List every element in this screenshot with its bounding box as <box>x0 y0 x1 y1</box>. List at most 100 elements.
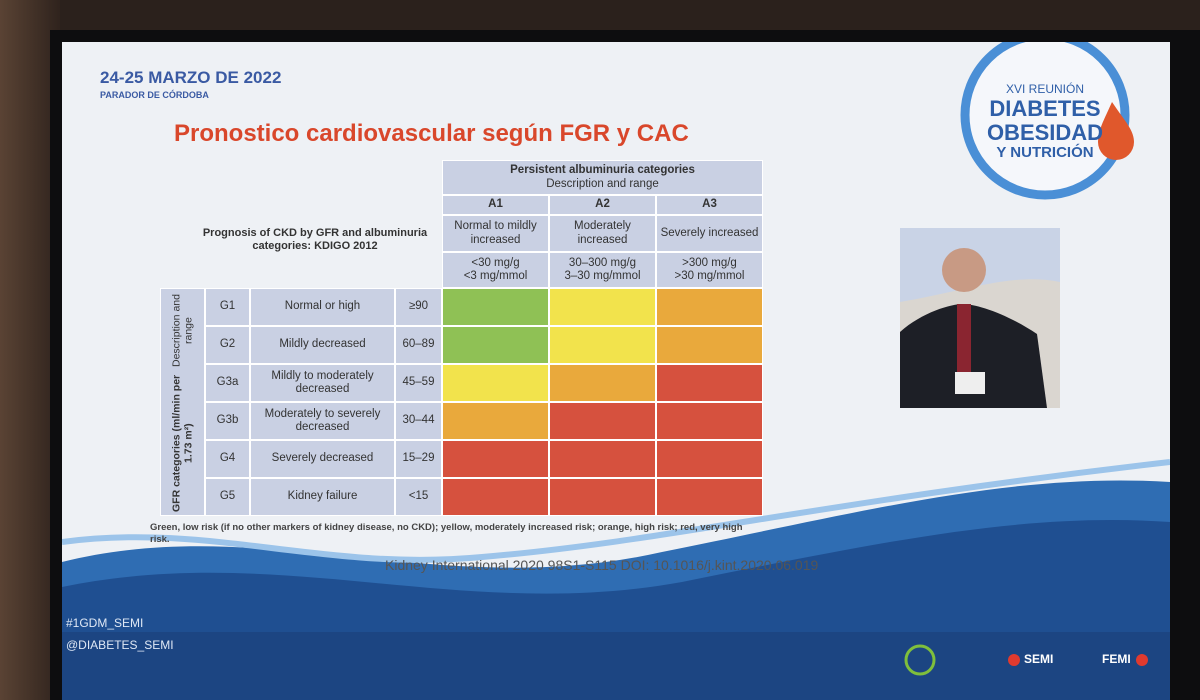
row-range: 30–44 <box>395 402 442 440</box>
risk-cell <box>549 440 656 478</box>
text-line: Mildly to moderately decreased <box>271 369 374 395</box>
text-line: ≥90 <box>408 300 429 313</box>
text-line: Moderately to severely decreased <box>264 407 381 433</box>
logo-line: XVI REUNIÓN <box>1005 82 1084 96</box>
text-line: A1 <box>488 198 503 211</box>
row-description: Mildly decreased <box>250 326 395 364</box>
row-description: Normal or high <box>250 288 395 326</box>
text-line: A3 <box>702 198 717 211</box>
column-range: <30 mg/g <3 mg/mmol <box>442 252 549 288</box>
text-line: Prognosis of CKD by GFR and albuminuria … <box>202 227 428 252</box>
risk-cell <box>656 288 763 326</box>
column-range: 30–300 mg/g 3–30 mg/mmol <box>549 252 656 288</box>
risk-cell <box>656 440 763 478</box>
text-line: <3 mg/mmol <box>463 270 528 282</box>
text-line: >300 mg/g <box>682 256 737 269</box>
text-line: 3–30 mg/mmol <box>564 270 641 282</box>
kdigo-table: Prognosis of CKD by GFR and albuminuria … <box>62 42 1170 700</box>
column-description: Severely increased <box>656 215 763 252</box>
row-code: G1 <box>205 288 250 326</box>
footer-band <box>62 632 1170 700</box>
slide-title: Pronostico cardiovascular según FGR y CA… <box>174 120 689 147</box>
risk-cell <box>442 288 549 326</box>
text-line: 60–89 <box>402 338 435 351</box>
footer-logo: FEMI <box>1102 652 1131 666</box>
text-line: 45–59 <box>402 376 435 389</box>
row-range: ≥90 <box>395 288 442 326</box>
row-code: G3a <box>205 364 250 402</box>
risk-cell <box>549 478 656 516</box>
row-description: Moderately to severely decreased <box>250 402 395 440</box>
femi-dot <box>1136 654 1148 666</box>
speaker-body <box>900 304 1047 408</box>
badge <box>955 372 985 394</box>
text-line: G1 <box>219 300 236 313</box>
risk-cell <box>656 402 763 440</box>
column-code: A1 <box>442 195 549 215</box>
logo-drop <box>1098 102 1134 160</box>
apple-logo <box>904 644 936 676</box>
text-line: 15–29 <box>402 452 435 465</box>
lanyard <box>957 304 971 374</box>
text-line: Normal or high <box>284 300 361 313</box>
text-line: G5 <box>219 490 236 503</box>
text-line: G3b <box>216 414 239 427</box>
date: 24-25 MARZO DE 2022 <box>100 68 282 87</box>
risk-cell <box>656 326 763 364</box>
row-range: 45–59 <box>395 364 442 402</box>
text-line: 30–300 mg/g <box>568 256 637 269</box>
risk-cell <box>549 364 656 402</box>
text-line: Severely increased <box>660 226 759 239</box>
column-description: Normal to mildly increased <box>442 215 549 252</box>
logo-line: DIABETES <box>989 96 1101 121</box>
text-line: Kidney failure <box>287 490 358 503</box>
text-line: Normal to mildly increased <box>454 220 537 246</box>
text-line: Persistent albuminuria categories <box>510 164 695 177</box>
text-line: Description and range <box>170 293 195 367</box>
speaker-head <box>942 248 986 292</box>
row-range: 15–29 <box>395 440 442 478</box>
risk-cell <box>549 402 656 440</box>
row-code: G4 <box>205 440 250 478</box>
row-group: GFR categories (ml/min per 1.73 m²) Descr… <box>160 288 205 516</box>
citation: Kidney International 2020 98S1-S115 DOI:… <box>385 557 819 573</box>
text-line: GFR categories (ml/min per 1.73 m²) <box>170 374 195 512</box>
text-line: <30 mg/g <box>471 256 520 269</box>
text-line: G3a <box>216 376 239 389</box>
logo-ring <box>960 42 1130 200</box>
row-range: <15 <box>395 478 442 516</box>
text-line: Severely decreased <box>271 452 374 465</box>
text-line: G2 <box>219 338 236 351</box>
row-description: Mildly to moderately decreased <box>250 364 395 402</box>
text-line: A2 <box>595 198 610 211</box>
row-description: Severely decreased <box>250 440 395 478</box>
text-line: Mildly decreased <box>279 338 366 351</box>
row-description: Kidney failure <box>250 478 395 516</box>
risk-cell <box>442 326 549 364</box>
logo-line: Y NUTRICIÓN <box>996 144 1094 161</box>
risk-cell <box>442 478 549 516</box>
text-line: Description and range <box>546 177 659 190</box>
venue: PARADOR DE CÓRDOBA <box>100 90 209 100</box>
column-range: >300 mg/g >30 mg/mmol <box>656 252 763 288</box>
logo-line: OBESIDAD <box>986 120 1104 145</box>
footer-logo: SEMI <box>1024 652 1054 666</box>
semi-dot <box>1008 654 1020 666</box>
risk-cell <box>442 364 549 402</box>
column-code: A2 <box>549 195 656 215</box>
risk-cell <box>442 440 549 478</box>
slide-decor <box>62 42 1170 700</box>
slide: 24-25 MARZO DE 2022 PARADOR DE CÓRDOBA X… <box>62 42 1170 700</box>
text-line: Moderately increased <box>574 220 631 246</box>
corner-text: Prognosis of CKD by GFR and albuminuria … <box>190 215 440 265</box>
row-code: G2 <box>205 326 250 364</box>
risk-cell <box>549 288 656 326</box>
risk-cell <box>549 326 656 364</box>
row-range: 60–89 <box>395 326 442 364</box>
text-line: 30–44 <box>402 414 435 427</box>
footnote: Green, low risk (if no other markers of … <box>150 522 743 546</box>
row-code: G5 <box>205 478 250 516</box>
hashtag: #1GDM_SEMI <box>66 616 144 630</box>
hashtag: @DIABETES_SEMI <box>66 638 174 652</box>
